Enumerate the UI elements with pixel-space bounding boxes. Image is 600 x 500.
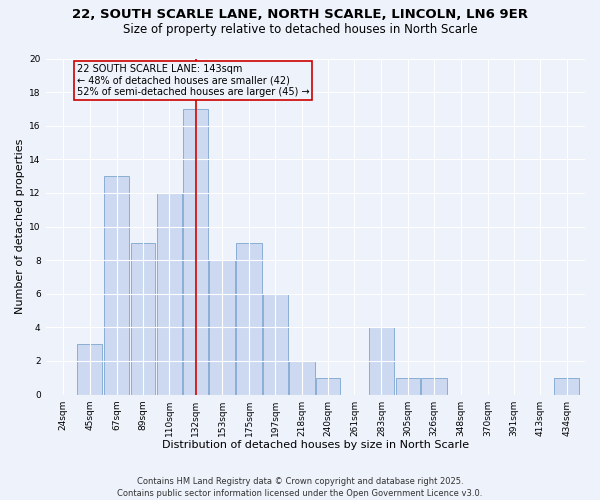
Bar	[263, 294, 287, 394]
Bar	[184, 109, 208, 395]
Bar	[104, 176, 130, 394]
Text: 22, SOUTH SCARLE LANE, NORTH SCARLE, LINCOLN, LN6 9ER: 22, SOUTH SCARLE LANE, NORTH SCARLE, LIN…	[72, 8, 528, 20]
Text: 22 SOUTH SCARLE LANE: 143sqm
← 48% of detached houses are smaller (42)
52% of se: 22 SOUTH SCARLE LANE: 143sqm ← 48% of de…	[77, 64, 310, 96]
Text: Contains HM Land Registry data © Crown copyright and database right 2025.
Contai: Contains HM Land Registry data © Crown c…	[118, 476, 482, 498]
Bar	[157, 193, 182, 394]
Bar	[131, 244, 155, 394]
Bar	[289, 361, 314, 394]
Bar	[316, 378, 340, 394]
Bar	[395, 378, 420, 394]
Y-axis label: Number of detached properties: Number of detached properties	[15, 139, 25, 314]
Text: Size of property relative to detached houses in North Scarle: Size of property relative to detached ho…	[122, 22, 478, 36]
Bar	[209, 260, 235, 394]
Bar	[77, 344, 103, 395]
X-axis label: Distribution of detached houses by size in North Scarle: Distribution of detached houses by size …	[162, 440, 469, 450]
Bar	[554, 378, 580, 394]
Bar	[421, 378, 447, 394]
Bar	[368, 328, 394, 394]
Bar	[236, 244, 262, 394]
